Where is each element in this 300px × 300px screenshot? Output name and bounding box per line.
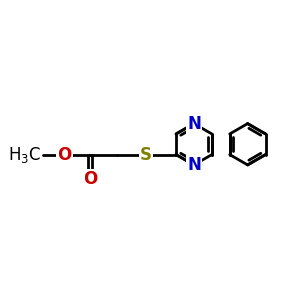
Text: N: N — [187, 115, 201, 133]
Text: S: S — [140, 146, 152, 164]
Text: O: O — [83, 170, 97, 188]
Text: N: N — [187, 156, 201, 174]
Text: H: H — [29, 146, 41, 164]
Text: H$_3$C: H$_3$C — [8, 145, 41, 165]
Text: O: O — [57, 146, 71, 164]
